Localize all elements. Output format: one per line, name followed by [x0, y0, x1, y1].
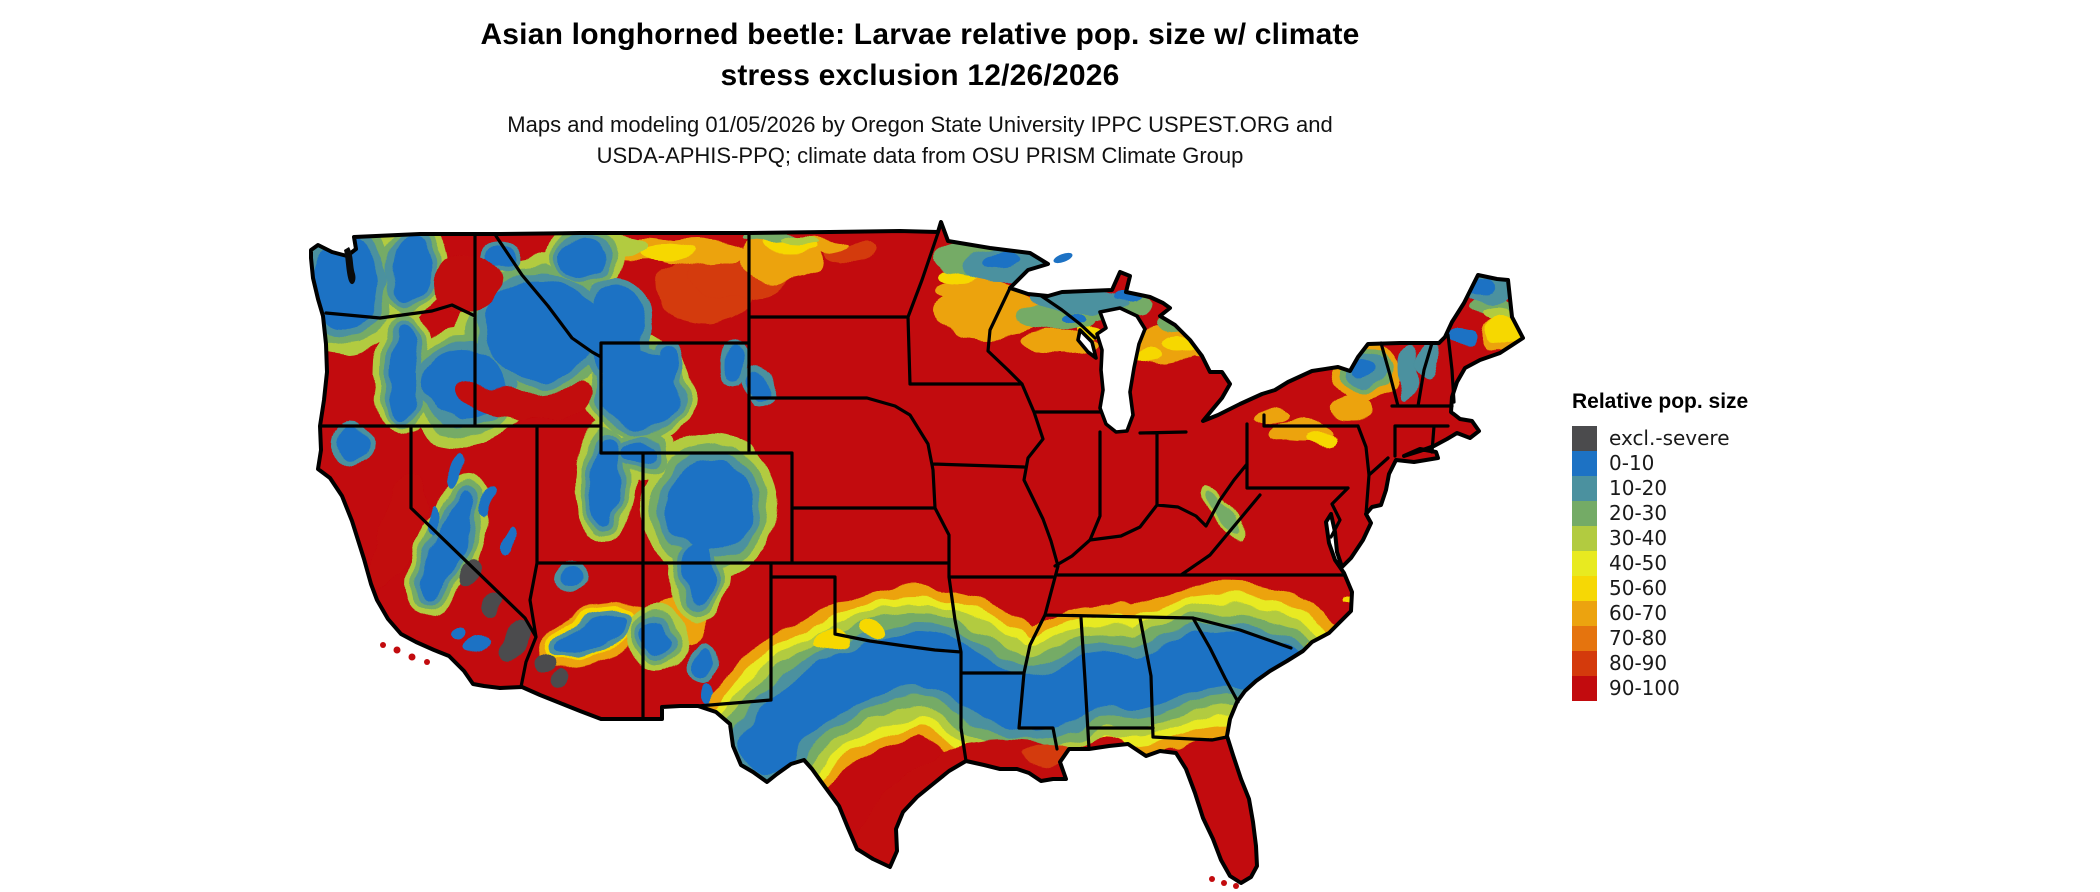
legend-label: 60-70 — [1609, 601, 1668, 625]
legend-label: 50-60 — [1609, 576, 1668, 600]
legend-label: 20-30 — [1609, 501, 1668, 525]
legend-row: 60-70 — [1572, 601, 1748, 626]
legend-row: 40-50 — [1572, 551, 1748, 576]
legend-row: 30-40 — [1572, 526, 1748, 551]
great-lakes — [1076, 306, 1147, 434]
legend-swatch-0-10 — [1572, 451, 1597, 476]
isle-royale — [1053, 252, 1073, 264]
raster-layer — [311, 222, 1523, 880]
legend-row: 90-100 — [1572, 676, 1748, 701]
legend-label: 90-100 — [1609, 676, 1680, 700]
legend-swatch-90-100 — [1572, 676, 1597, 701]
legend-label: 80-90 — [1609, 651, 1668, 675]
legend-swatch-60-70 — [1572, 601, 1597, 626]
legend-row: 20-30 — [1572, 501, 1748, 526]
gulf-band — [691, 584, 1349, 823]
legend-row: 10-20 — [1572, 476, 1748, 501]
subtitle-block: Maps and modeling 01/05/2026 by Oregon S… — [0, 109, 1840, 171]
legend-title: Relative pop. size — [1572, 390, 1749, 413]
legend-row: 70-80 — [1572, 626, 1748, 651]
map-land — [309, 220, 1525, 889]
page-title-line1: Asian longhorned beetle: Larvae relative… — [480, 18, 1360, 51]
legend-label: excl.-severe — [1609, 426, 1730, 450]
page-title-line2: stress exclusion 12/26/2026 — [720, 59, 1120, 92]
legend-swatch-20-30 — [1572, 501, 1597, 526]
legend-swatch-30-40 — [1572, 526, 1597, 551]
legend-swatch-40-50 — [1572, 551, 1597, 576]
legend-swatch-80-90 — [1572, 651, 1597, 676]
legend-row: excl.-severe — [1572, 426, 1748, 451]
legend-label: 0-10 — [1609, 451, 1655, 475]
legend-label: 70-80 — [1609, 626, 1668, 650]
title-block: Asian longhorned beetle: Larvae relative… — [0, 14, 1840, 171]
legend-label: 30-40 — [1609, 526, 1668, 550]
legend-row: 0-10 — [1572, 451, 1748, 476]
legend-swatch-50-60 — [1572, 576, 1597, 601]
legend-swatch-10-20 — [1572, 476, 1597, 501]
legend-row: 50-60 — [1572, 576, 1748, 601]
legend-label: 10-20 — [1609, 476, 1668, 500]
excluded-severe-cells — [459, 557, 568, 684]
florida-keys — [1209, 876, 1215, 882]
lake-michigan — [1095, 306, 1147, 434]
legend-swatch-excl-severe — [1572, 426, 1597, 451]
puget-sound — [344, 247, 356, 285]
subtitle-line1: Maps and modeling 01/05/2026 by Oregon S… — [507, 112, 1333, 137]
legend: Relative pop. size excl.-severe 0-10 10-… — [1572, 390, 1748, 701]
legend-label: 40-50 — [1609, 551, 1668, 575]
legend-row: 80-90 — [1572, 651, 1748, 676]
islands — [380, 252, 1239, 889]
subtitle-line2: USDA-APHIS-PPQ; climate data from OSU PR… — [596, 143, 1244, 168]
state-borders — [320, 231, 1456, 763]
legend-swatch-70-80 — [1572, 626, 1597, 651]
green-bay — [1076, 328, 1098, 360]
